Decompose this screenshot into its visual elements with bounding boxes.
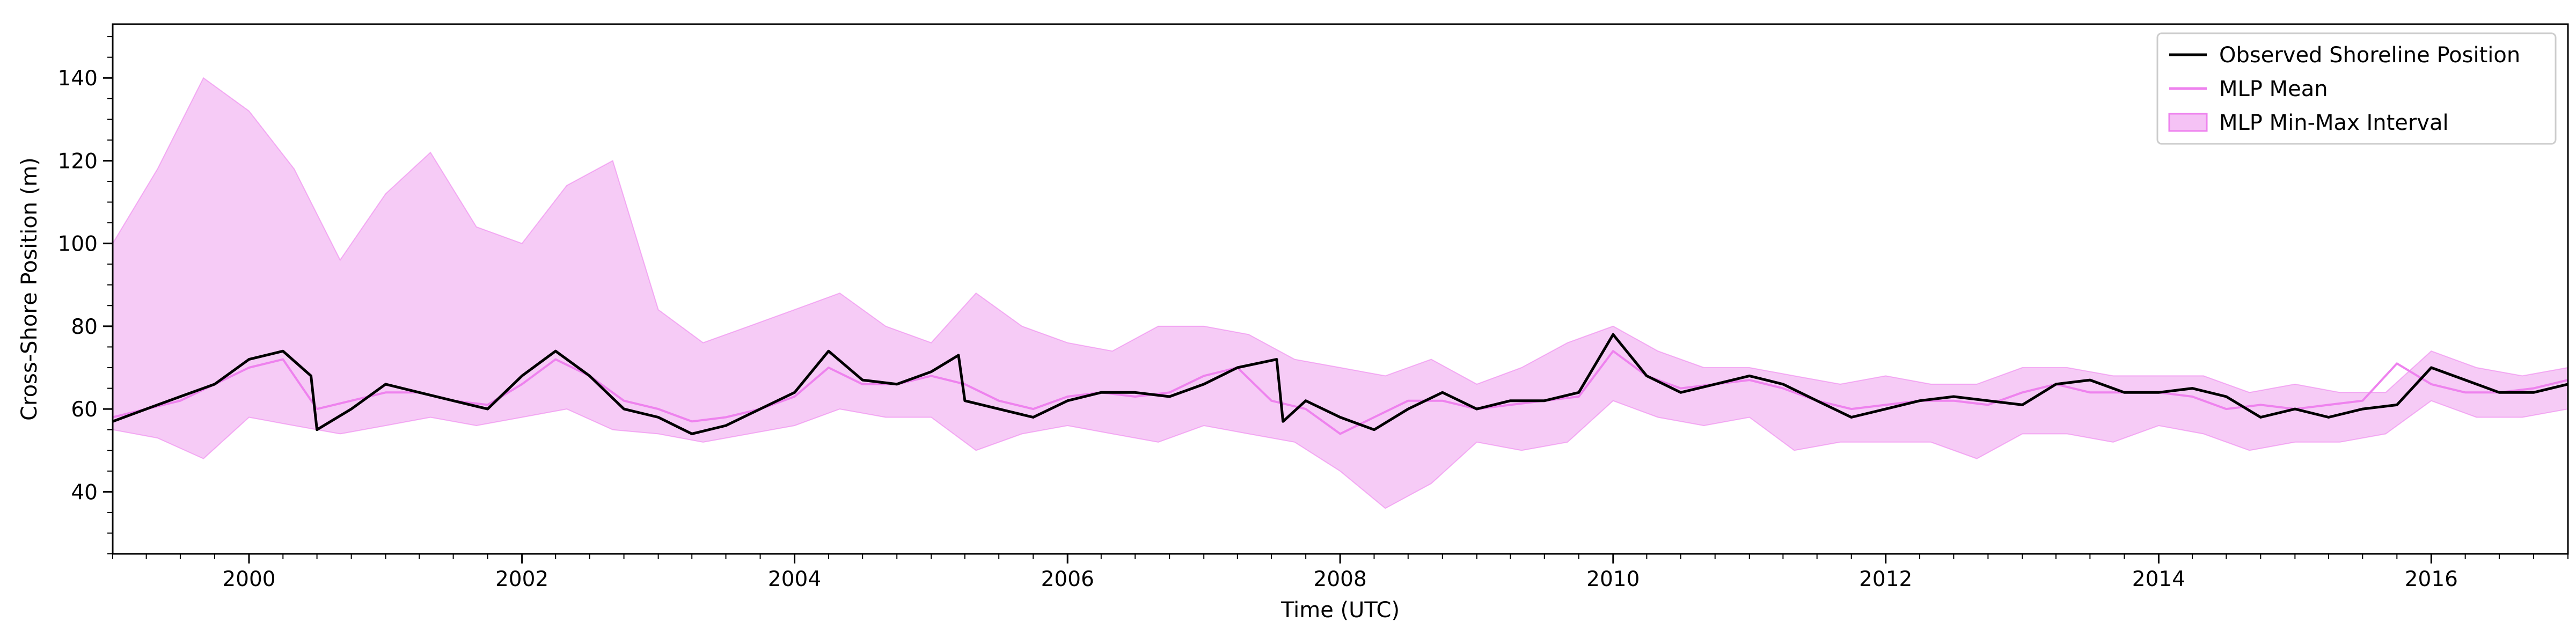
x-tick-label: 2006 — [1041, 567, 1094, 591]
x-tick-label: 2012 — [1859, 567, 1912, 591]
x-axis-label: Time (UTC) — [1280, 598, 1400, 623]
x-tick-label: 2016 — [2405, 567, 2458, 591]
x-tick-label: 2010 — [1586, 567, 1640, 591]
x-tick-label: 2004 — [768, 567, 821, 591]
y-axis: 40 60 80 100 120 140 — [58, 36, 113, 554]
x-tick-label: 2000 — [222, 567, 275, 591]
legend-label-observed: Observed Shoreline Position — [2219, 43, 2520, 68]
x-tick-label: 2014 — [2132, 567, 2185, 591]
y-axis-label: Cross-Shore Position (m) — [17, 157, 42, 421]
legend-swatch-interval — [2168, 113, 2208, 132]
line-layer — [112, 333, 2568, 435]
y-tick-label: 40 — [71, 480, 98, 504]
x-axis: 2000 2002 2004 2006 2008 2010 2012 2014 2016 — [112, 554, 2568, 591]
x-tick-label: 2002 — [495, 567, 548, 591]
x-tick-label: 2008 — [1314, 567, 1367, 591]
y-tick-label: 140 — [58, 67, 98, 91]
y-tick-label: 120 — [58, 149, 98, 173]
legend: Observed Shoreline Position MLP Mean MLP… — [2156, 32, 2557, 145]
legend-label-interval: MLP Min-Max Interval — [2219, 111, 2449, 135]
observed-shoreline-line — [112, 333, 2568, 435]
legend-label-mlp-mean: MLP Mean — [2219, 77, 2328, 101]
y-tick-label: 60 — [71, 398, 98, 422]
legend-box — [2156, 32, 2557, 145]
y-tick-label: 80 — [71, 315, 98, 339]
y-tick-label: 100 — [58, 232, 98, 257]
